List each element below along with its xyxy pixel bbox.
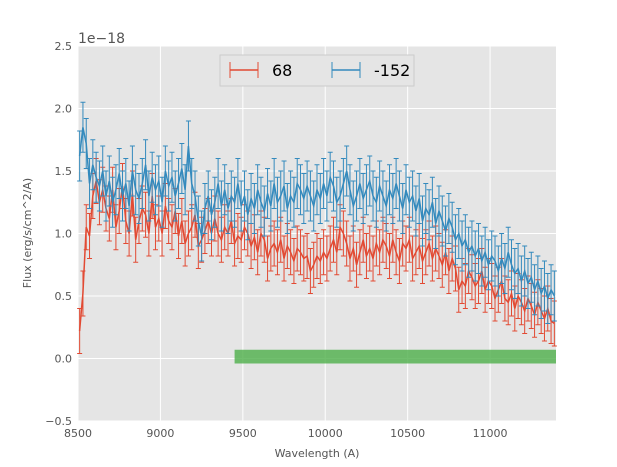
y-tick-label: 0.0 xyxy=(55,353,73,366)
legend-entry: 68 xyxy=(229,61,292,80)
x-tick-label: 9000 xyxy=(146,427,174,440)
y-tick-label: 0.5 xyxy=(55,290,73,303)
x-tick-label: 8500 xyxy=(64,427,92,440)
legend-label: 68 xyxy=(272,61,292,80)
y-axis-label: Flux (erg/s/cm^2/A) xyxy=(21,178,34,288)
y-ticks: −0.5 0.0 0.5 1.0 1.5 2.0 2.5 xyxy=(45,40,72,428)
span-layer xyxy=(234,349,556,364)
legend-label: -152 xyxy=(374,61,410,80)
y-tick-label: 2.0 xyxy=(55,103,73,116)
y-tick-label: −0.5 xyxy=(45,415,72,428)
y-tick-label: 1.5 xyxy=(55,165,73,178)
x-tick-label: 10000 xyxy=(308,427,343,440)
x-tick-label: 9500 xyxy=(229,427,257,440)
highlight-band xyxy=(234,349,556,364)
x-ticks: 8500 9000 9500 10000 10500 11000 xyxy=(64,427,508,440)
y-tick-label: 2.5 xyxy=(55,40,73,53)
series-layer xyxy=(77,101,557,354)
legend-entry: -152 xyxy=(331,61,410,80)
x-tick-label: 10500 xyxy=(390,427,425,440)
x-axis-label: Wavelength (A) xyxy=(275,447,360,460)
series-line xyxy=(78,180,555,332)
legend: 68 -152 xyxy=(219,54,415,87)
series-1 xyxy=(77,101,557,324)
y-tick-label: 1.0 xyxy=(55,228,73,241)
x-tick-label: 11000 xyxy=(473,427,508,440)
series-line xyxy=(78,127,556,301)
offset-label: 1e−18 xyxy=(78,31,125,47)
